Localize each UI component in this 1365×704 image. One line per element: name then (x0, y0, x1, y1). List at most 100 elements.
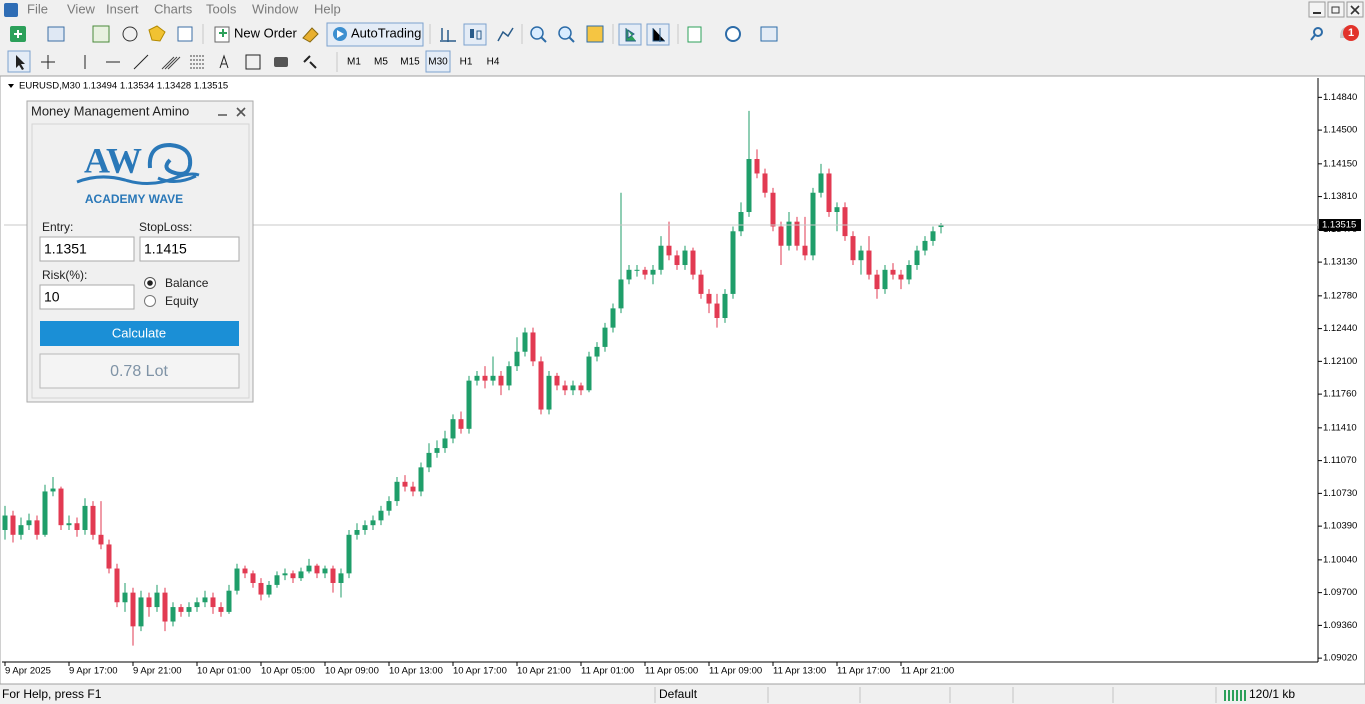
market-watch-button[interactable] (92, 25, 110, 43)
profiles-button[interactable] (47, 26, 65, 42)
text-button[interactable] (219, 54, 229, 69)
y-tick-label: 1.11070 (1323, 455, 1357, 466)
candle-body (362, 525, 368, 530)
status-traffic: 120/1 kb (1249, 687, 1295, 701)
candle-body (434, 448, 440, 453)
calculate-button[interactable] (40, 321, 239, 346)
arrows-button[interactable] (274, 57, 288, 67)
menu-item[interactable]: Tools (206, 1, 237, 16)
restore-button[interactable] (1327, 1, 1345, 18)
app-icon (4, 3, 18, 17)
panel-close[interactable] (236, 107, 246, 117)
candle-body (386, 501, 392, 511)
candle-body (594, 346, 600, 357)
channel-button[interactable] (161, 56, 181, 70)
minimize-button[interactable] (1308, 1, 1326, 18)
menu-item[interactable]: Help (314, 1, 341, 16)
menu-item[interactable]: Window (252, 1, 299, 16)
x-tick-label: 11 Apr 17:00 (837, 666, 890, 677)
search-button[interactable] (1313, 27, 1323, 37)
symbol-menu-arrow[interactable] (8, 84, 14, 88)
candle-body (226, 590, 232, 612)
panel-titlebar (28, 102, 252, 123)
line-studies-icons (7, 50, 451, 73)
templates-button[interactable] (760, 26, 778, 42)
candlestick-button[interactable] (463, 23, 487, 46)
y-tick-label: 1.11760 (1323, 389, 1357, 400)
candle-body (154, 592, 160, 608)
trendline-button[interactable] (133, 54, 149, 70)
periods-button[interactable] (725, 26, 741, 42)
navigator-button[interactable] (148, 25, 166, 42)
money-management-panel (26, 100, 254, 403)
candle-body (258, 582, 264, 595)
candle-body (74, 523, 80, 530)
x-tick-label: 9 Apr 21:00 (133, 666, 182, 677)
equity-radio[interactable] (144, 295, 156, 307)
zoom-out-button[interactable] (558, 26, 572, 40)
bar-chart-button[interactable] (440, 28, 456, 42)
indicators-button[interactable] (687, 26, 702, 43)
candle-body (346, 534, 352, 574)
y-tick-label: 1.11410 (1323, 422, 1357, 433)
calculate-label: Calculate (112, 325, 166, 340)
active-timeframe (425, 50, 451, 73)
candle-body (442, 438, 448, 449)
data-window-button[interactable] (122, 26, 138, 42)
timeframe-button[interactable]: M5 (374, 57, 388, 68)
timeframe-button[interactable]: H1 (460, 57, 473, 68)
candle-body (922, 240, 928, 251)
timeframe-button[interactable]: M15 (400, 57, 420, 68)
candle-body (938, 225, 944, 228)
candle-body (602, 327, 608, 347)
candle-body (834, 207, 840, 213)
candle-body (426, 452, 432, 468)
timeframe-button[interactable]: M30 (428, 57, 448, 68)
menu-item[interactable]: Insert (106, 1, 139, 16)
candle-body (498, 375, 504, 386)
metaeditor-button[interactable] (302, 27, 319, 43)
risk-input[interactable] (39, 284, 135, 310)
balance-option: Balance (165, 276, 209, 290)
candle-body (170, 607, 176, 622)
crosshair-button[interactable] (41, 55, 55, 69)
candle-body (218, 607, 224, 612)
candle-body (306, 565, 312, 572)
fibonacci-button[interactable] (190, 55, 204, 69)
x-tick-label: 10 Apr 17:00 (453, 666, 507, 677)
candle-body (618, 279, 624, 309)
auto-scroll-button[interactable] (618, 23, 642, 46)
menu-item[interactable]: File (27, 1, 48, 16)
x-tick-label: 9 Apr 2025 (5, 666, 51, 677)
candle-body (122, 592, 128, 603)
candle-body (810, 192, 816, 256)
new-order-button[interactable] (209, 24, 297, 45)
text-label-button[interactable] (245, 54, 261, 70)
chart-header: EURUSD,M30 1.13494 1.13534 1.13428 1.135… (19, 81, 228, 92)
window-controls (1308, 1, 1364, 18)
candle-body (242, 568, 248, 574)
autotrading-button[interactable] (326, 22, 424, 47)
more-shapes-button[interactable] (303, 55, 317, 69)
candle-body (210, 597, 216, 608)
candle-body (722, 293, 728, 319)
timeframe-button[interactable]: M1 (347, 57, 361, 68)
candle-body (474, 375, 480, 381)
terminal-button[interactable] (177, 26, 193, 42)
menu-item[interactable]: Charts (154, 1, 193, 16)
candle-body (250, 573, 256, 583)
tile-windows-button[interactable] (586, 25, 604, 43)
candle-body (322, 568, 328, 574)
candle-body (738, 212, 744, 232)
menu-item[interactable]: View (67, 1, 96, 16)
timeframe-button[interactable]: H4 (487, 57, 500, 68)
candle-body (850, 236, 856, 261)
zoom-in-button[interactable] (530, 26, 544, 40)
candle-body (818, 173, 824, 193)
autotrading-label: AutoTrading (351, 25, 421, 40)
candle-body (26, 520, 32, 526)
stoploss-input[interactable] (139, 236, 240, 262)
candle-body (586, 356, 592, 391)
line-chart-button[interactable] (497, 27, 514, 42)
entry-input[interactable] (39, 236, 135, 262)
